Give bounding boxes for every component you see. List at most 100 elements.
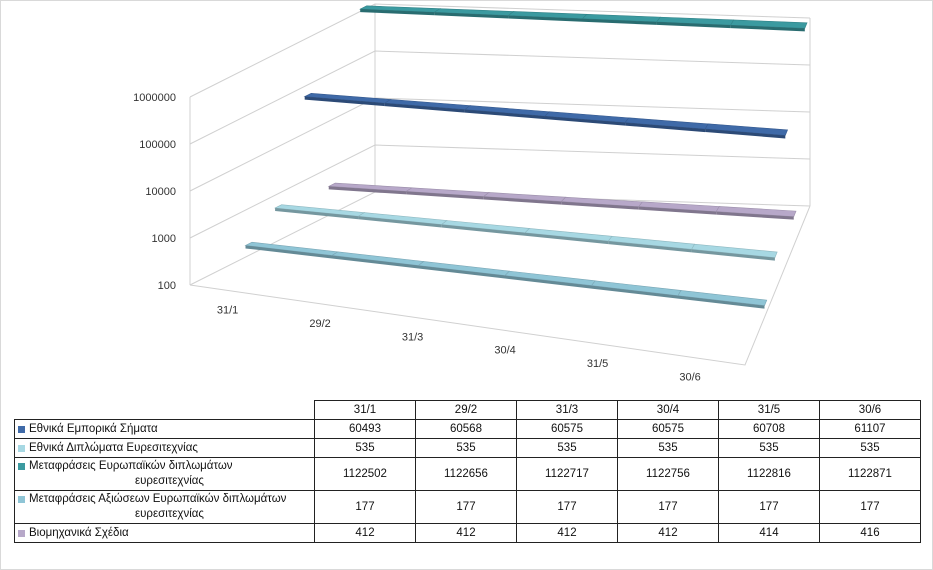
table-cell: 535 bbox=[516, 438, 618, 458]
ribbon-segment bbox=[677, 290, 768, 306]
ribbon-edge bbox=[638, 206, 717, 215]
ribbon-edge bbox=[508, 15, 583, 22]
chart-ribbons bbox=[244, 5, 808, 309]
table-cell: 412 bbox=[516, 523, 618, 543]
ribbon-edge bbox=[656, 21, 731, 29]
table-header-cell: 30/4 bbox=[617, 400, 719, 420]
table-row: Εθνικά Εμπορικά Σήματα 60493 60568 60575 605… bbox=[14, 419, 921, 439]
legend-label-line: Εθνικά Εμπορικά Σήματα bbox=[29, 422, 158, 435]
ribbon-edge bbox=[625, 122, 706, 133]
ribbon-edge bbox=[464, 109, 545, 120]
table-cell: 60568 bbox=[415, 419, 517, 439]
legend-cell: Βιομηχανικά Σχέδια bbox=[14, 523, 315, 543]
ribbon-edge bbox=[545, 116, 626, 126]
legend-label-line: ευρεσιτεχνίας bbox=[135, 508, 204, 520]
ribbon-segment bbox=[691, 243, 778, 258]
ribbon-edge bbox=[275, 207, 359, 220]
table-row: Μεταφράσεις Αξιώσεων Ευρωπαϊκών διπλωμάτ… bbox=[14, 490, 921, 524]
y-tick-label: 10000 bbox=[145, 186, 176, 198]
ribbon-edge bbox=[678, 295, 765, 309]
series-ribbon bbox=[327, 182, 797, 220]
ribbon-edge bbox=[730, 25, 805, 32]
table-cell: 177 bbox=[415, 490, 517, 524]
table-cell: 1122656 bbox=[415, 457, 517, 491]
legend-label: Εθνικά Εμπορικά Σήματα bbox=[29, 422, 310, 437]
table-cell: 535 bbox=[819, 438, 921, 458]
table-cell: 414 bbox=[718, 523, 820, 543]
legend-label: Βιομηχανικά Σχέδια bbox=[29, 526, 310, 541]
series-ribbon bbox=[244, 241, 768, 309]
ribbon-edge bbox=[332, 255, 419, 269]
table-cell: 412 bbox=[617, 523, 719, 543]
series-ribbon bbox=[274, 204, 778, 261]
table-header-cell: 31/3 bbox=[516, 400, 618, 420]
legend-swatch bbox=[18, 463, 25, 470]
ribbon-edge bbox=[418, 265, 505, 279]
table-cell: 1122871 bbox=[819, 457, 921, 491]
legend-cell: Εθνικά Εμπορικά Σήματα bbox=[14, 419, 315, 439]
table-cell: 416 bbox=[819, 523, 921, 543]
legend-label-line: Μεταφράσεις Ευρωπαϊκών διπλωμάτων bbox=[29, 460, 233, 472]
legend-cell: Μεταφράσεις Αξιώσεων Ευρωπαϊκών διπλωμάτ… bbox=[14, 490, 315, 524]
y-tick-label: 100000 bbox=[139, 139, 176, 151]
chart-3d-plot: 100 1000 10000 100000 1000000 31/1 29/2 31/3 30… bbox=[133, 3, 811, 383]
data-table: 31/1 29/2 31/3 30/4 31/5 30/6 Εθνικά Εμπ… bbox=[14, 400, 921, 543]
x-tick-label: 30/6 bbox=[679, 371, 700, 383]
table-header-cell: 31/5 bbox=[718, 400, 820, 420]
ribbon-edge bbox=[328, 186, 407, 195]
table-cell: 1122502 bbox=[314, 457, 416, 491]
table-cell: 177 bbox=[516, 490, 618, 524]
legend-label-line: Μεταφράσεις Αξιώσεων Ευρωπαϊκών διπλωμάτ… bbox=[29, 493, 287, 505]
ribbon-edge bbox=[525, 232, 609, 245]
table-corner bbox=[14, 400, 315, 420]
table-cell: 60575 bbox=[617, 419, 719, 439]
ribbon-edge bbox=[245, 245, 332, 259]
legend-label-line: ευρεσιτεχνίας bbox=[135, 475, 204, 487]
table-cell: 535 bbox=[718, 438, 820, 458]
y-tick-label: 1000 bbox=[152, 233, 176, 245]
table-row: Εθνικά Διπλώματα Ευρεσιτεχνίας 535 535 535 5… bbox=[14, 438, 921, 458]
legend-swatch bbox=[18, 425, 25, 433]
table-cell: 1122717 bbox=[516, 457, 618, 491]
legend-label: Μεταφράσεις Ευρωπαϊκών διπλωμάτων ευρεσιτ… bbox=[29, 459, 310, 489]
table-cell: 177 bbox=[718, 490, 820, 524]
series-ribbon bbox=[303, 93, 789, 139]
legend-label: Εθνικά Διπλώματα Ευρεσιτεχνίας bbox=[29, 441, 310, 456]
ribbon-edge bbox=[441, 224, 525, 236]
table-header-cell: 30/6 bbox=[819, 400, 921, 420]
ribbon-edge bbox=[384, 103, 465, 113]
table-cell: 535 bbox=[617, 438, 719, 458]
table-cell: 177 bbox=[314, 490, 416, 524]
table-header-cell: 29/2 bbox=[415, 400, 517, 420]
table-header-cell: 31/1 bbox=[314, 400, 416, 420]
ribbon-edge bbox=[406, 191, 484, 200]
y-tick-label: 100 bbox=[158, 280, 176, 292]
table-cell: 535 bbox=[415, 438, 517, 458]
ribbon-edge bbox=[608, 241, 692, 253]
legend-swatch bbox=[18, 444, 25, 452]
table-cell: 61107 bbox=[819, 419, 921, 439]
legend-swatch bbox=[18, 496, 25, 503]
legend-label-line: Βιομηχανικά Σχέδια bbox=[29, 526, 129, 539]
table-cell: 60708 bbox=[718, 419, 820, 439]
series-ribbon bbox=[359, 5, 808, 32]
ribbon-edge bbox=[561, 201, 639, 210]
chart-walls bbox=[189, 3, 811, 366]
ribbon-edge bbox=[591, 285, 678, 299]
floor-edge bbox=[189, 205, 811, 366]
legend-cell: Εθνικά Διπλώματα Ευρεσιτεχνίας bbox=[14, 438, 315, 458]
ribbon-edge bbox=[304, 96, 385, 107]
table-cell: 60493 bbox=[314, 419, 416, 439]
legend-label-line: Εθνικά Διπλώματα Ευρεσιτεχνίας bbox=[29, 441, 198, 454]
ribbon-edge bbox=[434, 12, 509, 19]
table-cell: 60575 bbox=[516, 419, 618, 439]
table-cell: 177 bbox=[819, 490, 921, 524]
legend-cell: Μεταφράσεις Ευρωπαϊκών διπλωμάτων ευρεσιτ… bbox=[14, 457, 315, 491]
ribbon-edge bbox=[716, 211, 794, 220]
x-tick-label: 29/2 bbox=[309, 318, 330, 330]
table-row: Μεταφράσεις Ευρωπαϊκών διπλωμάτων ευρεσιτ… bbox=[14, 457, 921, 491]
ribbon-edge bbox=[691, 249, 775, 261]
table-cell: 177 bbox=[617, 490, 719, 524]
table-header-row: 31/1 29/2 31/3 30/4 31/5 30/6 bbox=[14, 400, 921, 420]
x-tick-label: 30/4 bbox=[494, 345, 515, 357]
